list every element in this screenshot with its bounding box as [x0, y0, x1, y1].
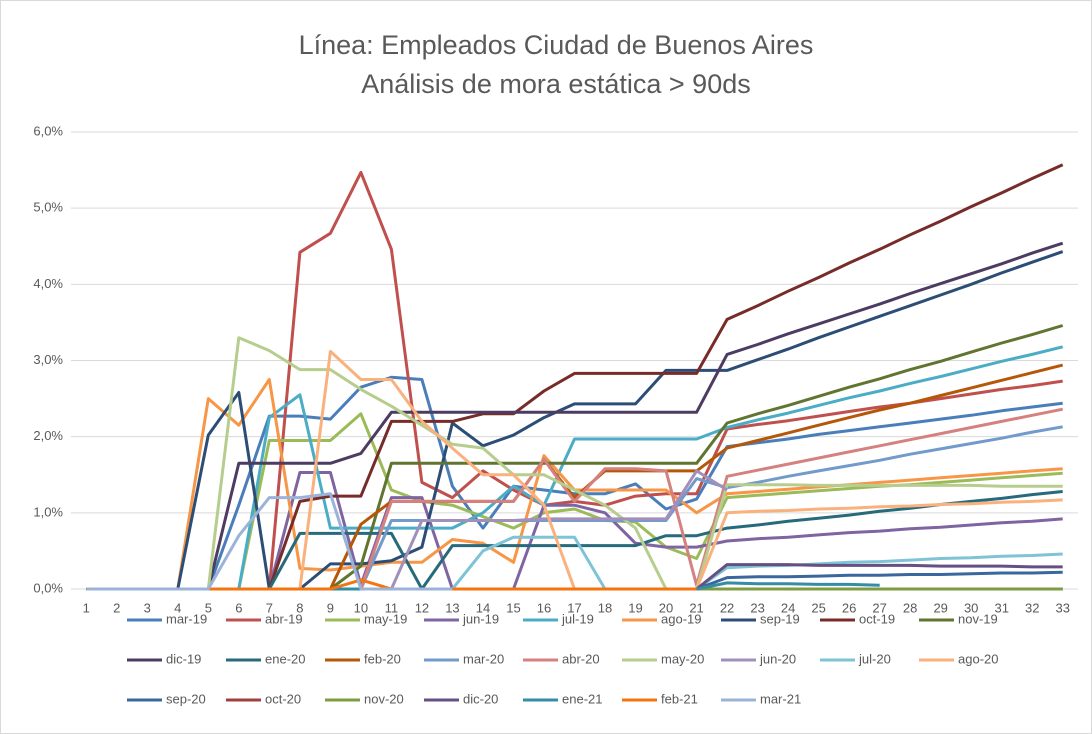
x-tick-label: 11	[385, 600, 399, 615]
legend-label: ago-20	[958, 651, 998, 666]
x-tick-label: 26	[842, 600, 856, 615]
x-tick-label: 9	[327, 600, 334, 615]
legend-label: dic-20	[463, 691, 498, 706]
legend-label: ago-19	[661, 611, 701, 626]
x-tick-label: 22	[720, 600, 734, 615]
legend-label: sep-19	[760, 611, 800, 626]
x-tick-label: 16	[537, 600, 551, 615]
series-line	[86, 241, 1064, 591]
y-tick-label: 5,0%	[33, 200, 63, 215]
x-tick-label: 32	[1025, 600, 1039, 615]
y-tick-label: 4,0%	[33, 276, 63, 291]
legend-label: may-19	[364, 611, 407, 626]
x-tick-label: 24	[781, 600, 795, 615]
legend-label: abr-19	[265, 611, 303, 626]
legend-label: ene-20	[265, 651, 305, 666]
x-tick-label: 2	[113, 600, 120, 615]
y-tick-label: 1,0%	[33, 504, 63, 519]
legend-label: dic-19	[166, 651, 201, 666]
series-line	[86, 492, 453, 591]
x-tick-label: 28	[903, 600, 917, 615]
x-tick-label: 25	[811, 600, 825, 615]
x-tick-label: 10	[354, 600, 368, 615]
legend-label: mar-19	[166, 611, 207, 626]
series-line	[86, 345, 1064, 591]
legend-label: jul-19	[561, 611, 594, 626]
y-tick-label: 0,0%	[33, 580, 63, 595]
x-tick-label: 5	[205, 600, 212, 615]
x-tick-label: 31	[994, 600, 1008, 615]
x-tick-label: 30	[964, 600, 978, 615]
x-tick-label: 33	[1056, 600, 1070, 615]
x-tick-label: 1	[83, 600, 90, 615]
x-tick-label: 18	[598, 600, 612, 615]
chart-subtitle: Análisis de mora estática > 90ds	[361, 69, 750, 99]
chart-title: Línea: Empleados Ciudad de Buenos Aires	[299, 30, 814, 60]
x-tick-label: 12	[415, 600, 429, 615]
x-tick-label: 4	[174, 600, 181, 615]
x-tick-label: 7	[266, 600, 273, 615]
legend-label: sep-20	[166, 691, 206, 706]
legend-label: feb-20	[364, 651, 401, 666]
legend-label: ene-21	[562, 691, 602, 706]
x-tick-label: 3	[144, 600, 151, 615]
legend-label: oct-19	[859, 611, 895, 626]
legend-label: abr-20	[562, 651, 600, 666]
x-tick-label: 20	[659, 600, 673, 615]
x-tick-label: 6	[235, 600, 242, 615]
legend-label: may-20	[661, 651, 704, 666]
legend-label: mar-20	[463, 651, 504, 666]
legend-label: mar-21	[760, 691, 801, 706]
legend-label: feb-21	[661, 691, 698, 706]
y-tick-label: 3,0%	[33, 352, 63, 367]
x-tick-label: 21	[689, 600, 703, 615]
x-tick-label: 14	[476, 600, 490, 615]
x-tick-label: 17	[567, 600, 581, 615]
x-tick-label: 13	[445, 600, 459, 615]
y-tick-label: 6,0%	[33, 123, 63, 138]
legend-label: oct-20	[265, 691, 301, 706]
legend-label: jun-19	[462, 611, 499, 626]
legend-label: jul-20	[858, 651, 891, 666]
x-tick-label: 29	[933, 600, 947, 615]
y-tick-label: 2,0%	[33, 428, 63, 443]
x-tick-label: 15	[506, 600, 520, 615]
series-line	[86, 375, 1063, 591]
series-line	[86, 250, 1064, 591]
x-tick-label: 23	[750, 600, 764, 615]
legend-label: nov-20	[364, 691, 404, 706]
x-tick-label: 19	[628, 600, 642, 615]
legend-label: nov-19	[958, 611, 998, 626]
x-tick-label: 8	[296, 600, 303, 615]
series-line	[86, 336, 1063, 591]
legend-label: jun-20	[759, 651, 796, 666]
x-tick-label: 27	[872, 600, 886, 615]
